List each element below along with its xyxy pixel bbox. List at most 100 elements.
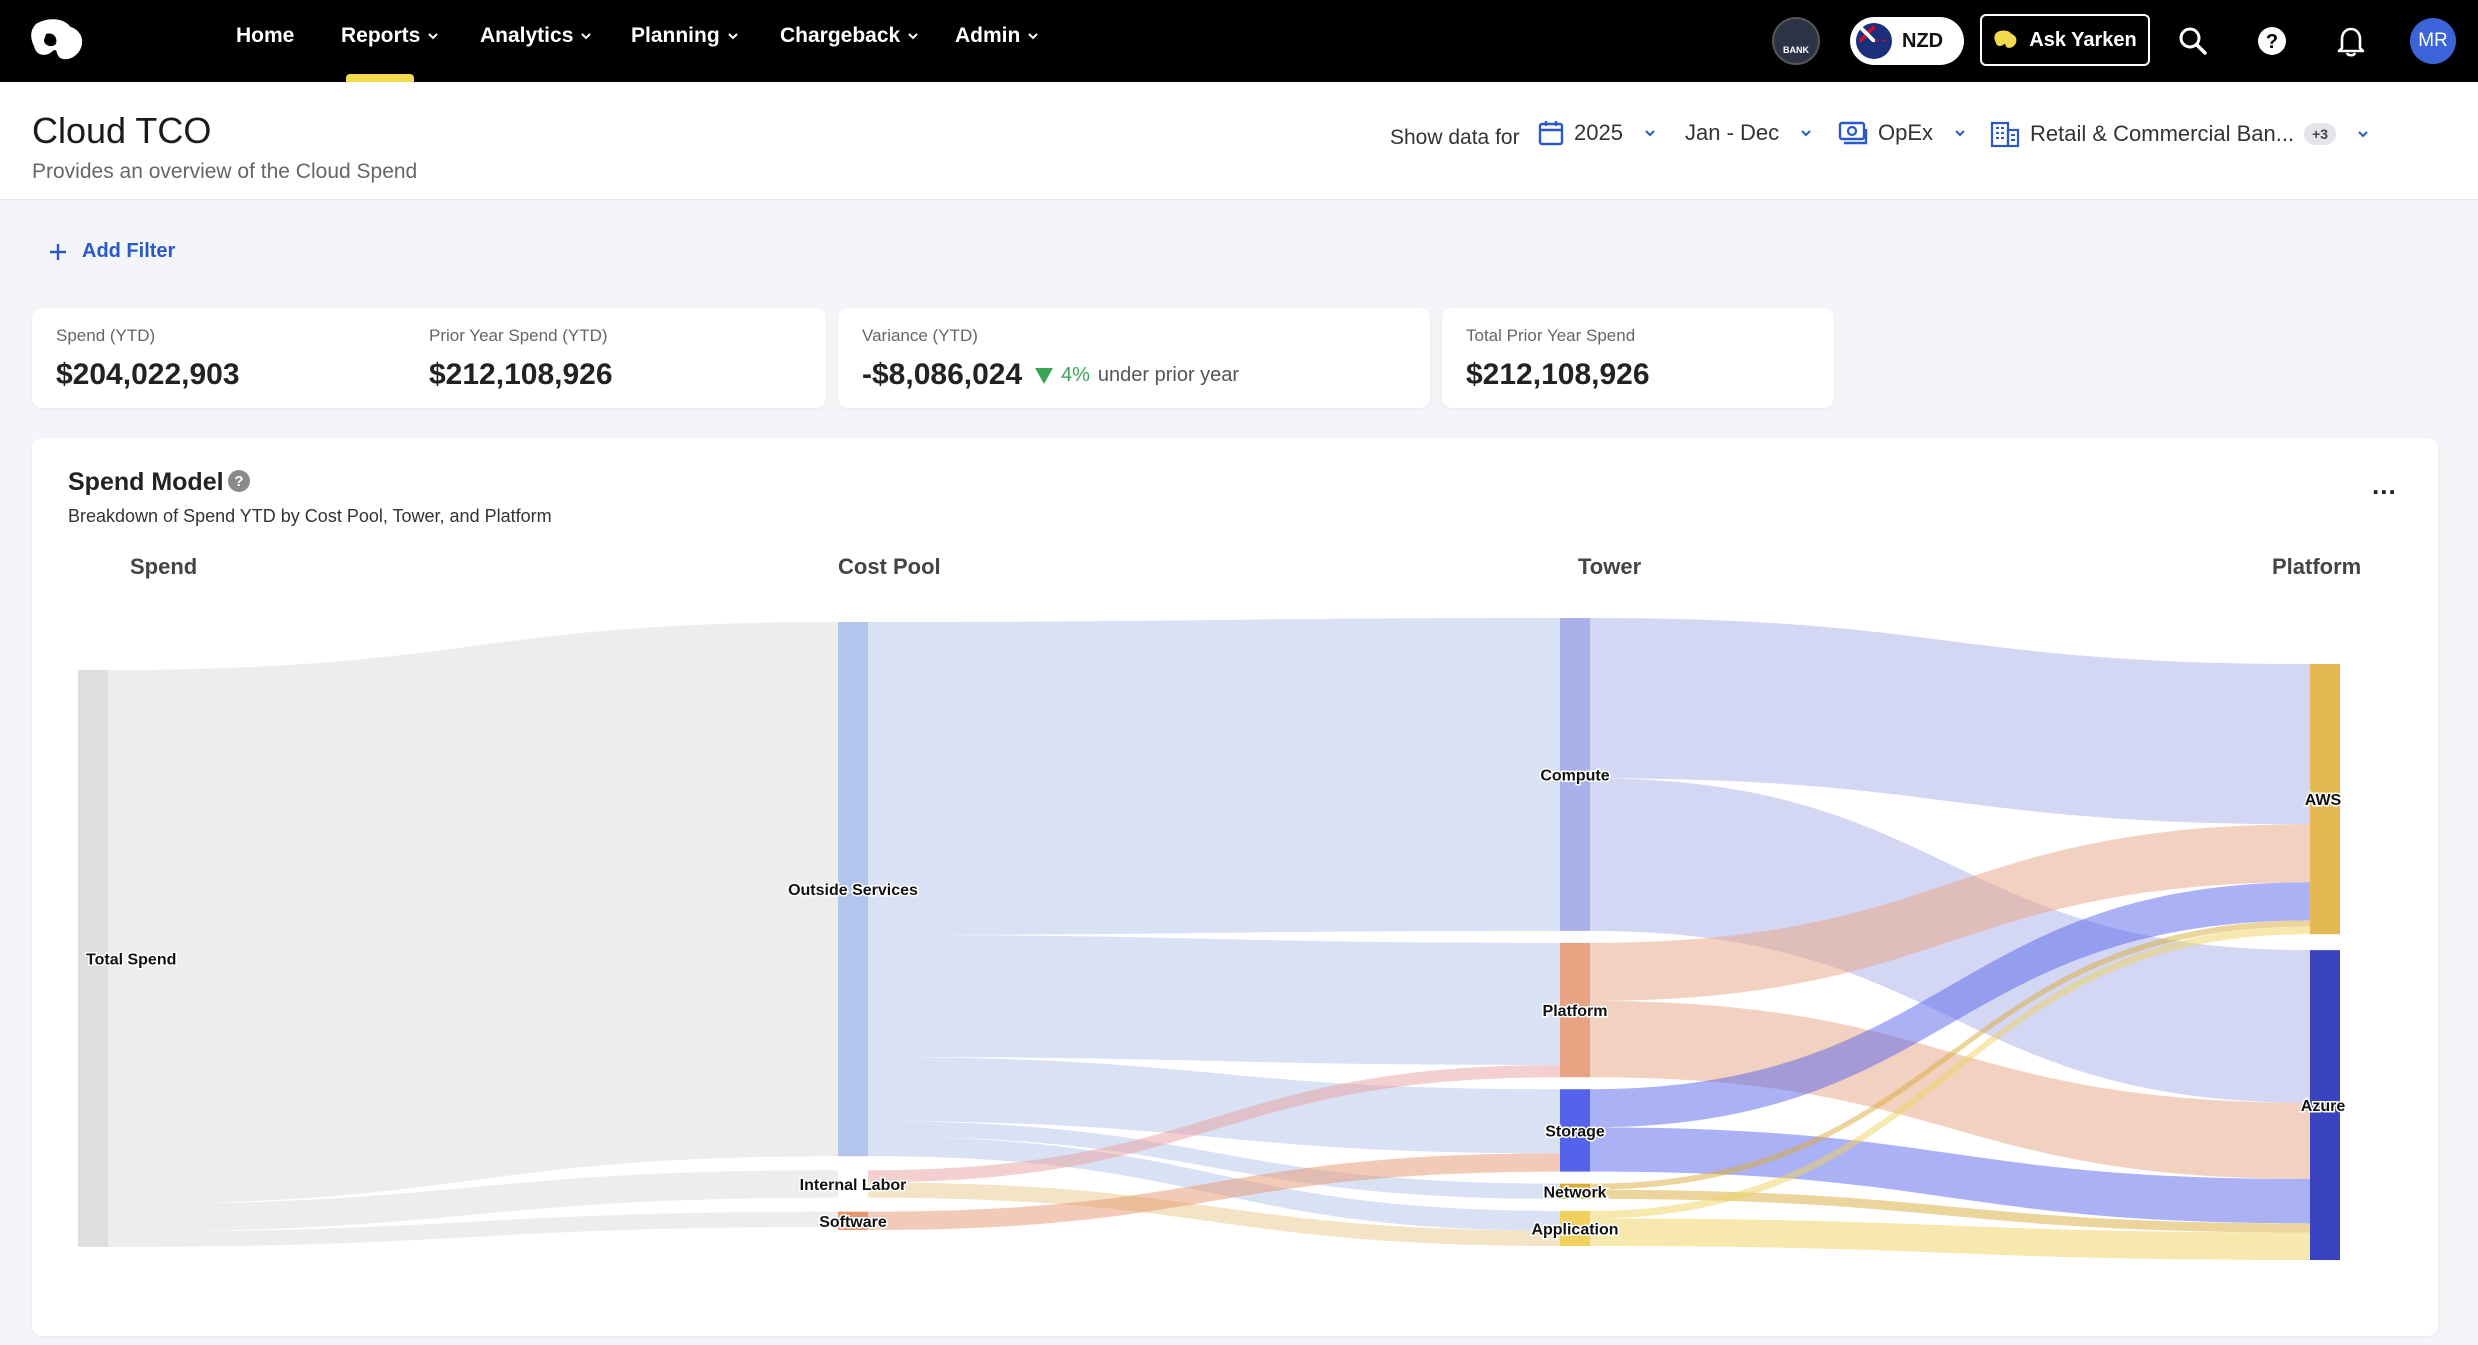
business-unit-selector[interactable]: Retail & Commercial Ban... +3 bbox=[1990, 120, 2370, 148]
sankey-link-outside-services-to-platform[interactable] bbox=[868, 934, 1560, 1065]
sankey-link-platform-to-azure[interactable] bbox=[1590, 1000, 2310, 1180]
period-value: Jan - Dec bbox=[1685, 120, 1780, 145]
total-prior-label: Total Prior Year Spend bbox=[1466, 326, 1636, 345]
add-filter-button[interactable]: Add Filter bbox=[48, 240, 175, 263]
chevron-down-icon bbox=[727, 33, 738, 40]
variance-text: under prior year bbox=[1097, 364, 1240, 386]
sankey-label-aws: AWS bbox=[2305, 792, 2342, 809]
building-icon bbox=[1990, 121, 2020, 148]
sankey-node-network[interactable] bbox=[1560, 1183, 1590, 1199]
sankey-link-total-spend-to-internal-labor[interactable] bbox=[108, 1170, 838, 1232]
kpi-card-total-prior: Total Prior Year Spend $212,108,926 bbox=[1442, 308, 1834, 408]
down-arrow-icon bbox=[1035, 367, 1053, 384]
sankey-node-platform[interactable] bbox=[1560, 942, 1590, 1078]
sankey-link-application-to-azure[interactable] bbox=[1590, 1218, 2310, 1260]
nav-admin[interactable]: Admin bbox=[955, 24, 1040, 48]
variance-value: -$8,086,024 bbox=[862, 358, 1023, 391]
sankey-link-total-spend-to-outside-services[interactable] bbox=[108, 622, 838, 1205]
ask-yarken-button[interactable]: Ask Yarken bbox=[1980, 14, 2150, 66]
sankey-label-network: Network bbox=[1543, 1184, 1606, 1201]
sankey-node-storage[interactable] bbox=[1560, 1089, 1590, 1172]
expense-type-value: OpEx bbox=[1878, 120, 1934, 145]
sankey-link-outside-services-to-compute[interactable] bbox=[868, 618, 1560, 935]
kpi-card-spend: Spend (YTD) $204,022,903 Prior Year Spen… bbox=[32, 308, 826, 408]
chevron-down-icon bbox=[1801, 130, 1811, 137]
sankey-node-software[interactable] bbox=[838, 1211, 868, 1230]
page-title: Cloud TCO bbox=[32, 110, 212, 151]
nav-planning-label: Planning bbox=[631, 24, 720, 47]
nav-chargeback[interactable]: Chargeback bbox=[780, 24, 920, 48]
app-logo[interactable] bbox=[28, 16, 88, 66]
chevron-down-icon bbox=[1645, 130, 1655, 137]
currency-selector[interactable]: NZD bbox=[1850, 17, 1964, 65]
nav-analytics-label: Analytics bbox=[480, 24, 574, 47]
nav-reports[interactable]: Reports bbox=[341, 24, 440, 48]
user-avatar[interactable]: MR bbox=[2410, 18, 2456, 64]
sankey-label-storage: Storage bbox=[1545, 1123, 1605, 1140]
show-data-label: Show data for bbox=[1390, 126, 1520, 149]
sankey-label-total-spend: Total Spend bbox=[86, 951, 176, 968]
top-navigation: Home Reports Analytics Planning Chargeba… bbox=[0, 0, 2478, 82]
chevron-down-icon bbox=[1028, 33, 1039, 40]
chevron-down-icon bbox=[581, 33, 592, 40]
bank-badge-label: BANK bbox=[1783, 45, 1809, 55]
ask-yarken-label: Ask Yarken bbox=[2029, 28, 2137, 51]
search-icon bbox=[2179, 27, 2207, 55]
sankey-link-outside-services-to-storage[interactable] bbox=[868, 1057, 1560, 1154]
sankey-link-internal-labor-to-application[interactable] bbox=[868, 1182, 1560, 1246]
year-selector[interactable]: 2025 bbox=[1538, 120, 1657, 146]
sankey-node-total-spend[interactable] bbox=[78, 670, 108, 1247]
page-header: Cloud TCO Provides an overview of the Cl… bbox=[0, 82, 2478, 200]
chevron-down-icon bbox=[908, 33, 918, 40]
sankey-node-compute[interactable] bbox=[1560, 618, 1590, 931]
sankey-node-aws[interactable] bbox=[2310, 664, 2340, 935]
notifications-button[interactable] bbox=[2332, 22, 2370, 60]
kpi-card-variance: Variance (YTD) -$8,086,024 4% under prio… bbox=[838, 308, 1430, 408]
stage-header-spend: Spend bbox=[130, 554, 197, 579]
nav-planning[interactable]: Planning bbox=[631, 24, 740, 48]
business-unit-value: Retail & Commercial Ban... bbox=[2030, 121, 2295, 146]
avatar-initials: MR bbox=[2418, 30, 2448, 51]
sankey-link-application-to-aws[interactable] bbox=[1590, 926, 2310, 1219]
variance-label: Variance (YTD) bbox=[862, 326, 978, 345]
bell-icon bbox=[2337, 27, 2365, 57]
sankey-link-total-spend-to-software[interactable] bbox=[108, 1211, 838, 1247]
nav-admin-label: Admin bbox=[955, 24, 1021, 47]
chevron-down-icon bbox=[2358, 131, 2368, 138]
sankey-link-storage-to-azure[interactable] bbox=[1590, 1127, 2310, 1224]
sankey-link-network-to-azure[interactable] bbox=[1590, 1189, 2310, 1233]
sankey-label-software: Software bbox=[819, 1214, 887, 1231]
sankey-node-azure[interactable] bbox=[2310, 950, 2340, 1260]
sankey-node-application[interactable] bbox=[1560, 1210, 1590, 1246]
sankey-node-outside-services[interactable] bbox=[838, 622, 868, 1157]
help-icon: ? bbox=[2258, 27, 2286, 55]
page-subtitle: Provides an overview of the Cloud Spend bbox=[32, 160, 418, 183]
active-nav-indicator bbox=[346, 74, 414, 82]
stage-header-platform: Platform bbox=[2272, 554, 2361, 579]
sankey-label-outside-services: Outside Services bbox=[788, 882, 918, 899]
sankey-link-outside-services-to-network[interactable] bbox=[868, 1121, 1560, 1199]
chevron-down-icon bbox=[428, 33, 439, 40]
sankey-link-software-to-storage[interactable] bbox=[868, 1153, 1560, 1230]
help-circle-icon[interactable]: ? bbox=[228, 470, 250, 492]
spend-ytd-label: Spend (YTD) bbox=[56, 326, 156, 345]
sankey-label-application: Application bbox=[1531, 1221, 1618, 1238]
sankey-link-internal-labor-to-platform[interactable] bbox=[868, 1065, 1560, 1183]
sankey-link-network-to-aws[interactable] bbox=[1590, 920, 2310, 1190]
prior-ytd-label: Prior Year Spend (YTD) bbox=[429, 326, 608, 345]
nav-analytics[interactable]: Analytics bbox=[480, 24, 593, 48]
chart-subtitle: Breakdown of Spend YTD by Cost Pool, Tow… bbox=[68, 506, 552, 526]
sankey-link-platform-to-aws[interactable] bbox=[1590, 824, 2310, 1001]
sankey-node-internal-labor[interactable] bbox=[838, 1170, 868, 1198]
period-selector[interactable]: Jan - Dec bbox=[1685, 120, 1813, 146]
bank-logo-badge[interactable]: BANK bbox=[1772, 17, 1820, 65]
nav-reports-label: Reports bbox=[341, 24, 421, 47]
nav-home[interactable]: Home bbox=[236, 24, 294, 48]
sankey-link-compute-to-aws[interactable] bbox=[1590, 618, 2310, 825]
sankey-link-storage-to-aws[interactable] bbox=[1590, 882, 2310, 1128]
nav-chargeback-label: Chargeback bbox=[780, 24, 901, 47]
search-button[interactable] bbox=[2174, 22, 2212, 60]
stage-header-tower: Tower bbox=[1578, 554, 1642, 579]
expense-type-selector[interactable]: OpEx bbox=[1838, 120, 1967, 146]
help-button[interactable]: ? bbox=[2253, 22, 2291, 60]
